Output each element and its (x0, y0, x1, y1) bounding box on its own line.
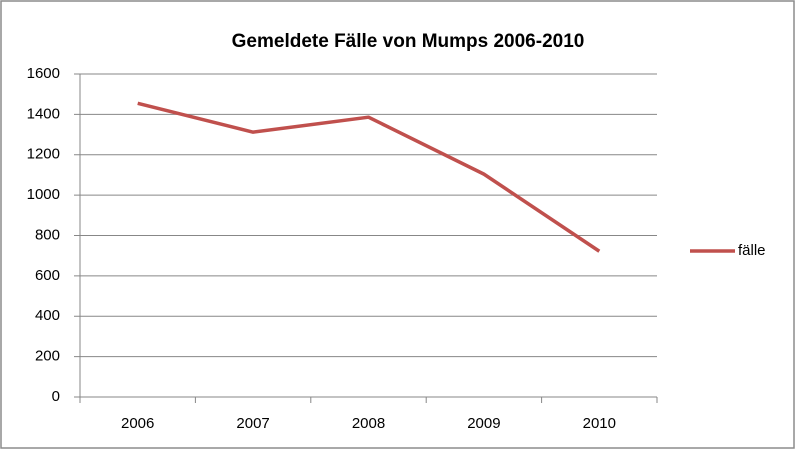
y-tick-label: 800 (35, 226, 60, 243)
x-tick-label: 2007 (236, 415, 269, 432)
y-tick-label: 1400 (27, 105, 60, 122)
y-tick-label: 1000 (27, 186, 60, 203)
y-tick-label: 400 (35, 307, 60, 324)
x-tick-label: 2008 (352, 415, 385, 432)
x-tick-label: 2006 (121, 415, 154, 432)
y-tick-label: 600 (35, 267, 60, 284)
legend-label: fälle (738, 242, 766, 259)
y-tick-label: 200 (35, 348, 60, 365)
x-tick-label: 2010 (583, 415, 616, 432)
y-tick-label: 0 (52, 388, 60, 405)
y-tick-label: 1600 (27, 65, 60, 82)
y-tick-label: 1200 (27, 146, 60, 163)
line-series (137, 101, 601, 253)
chart-title: Gemeldete Fälle von Mumps 2006-2010 (232, 31, 585, 52)
x-tick-label: 2009 (467, 415, 500, 432)
